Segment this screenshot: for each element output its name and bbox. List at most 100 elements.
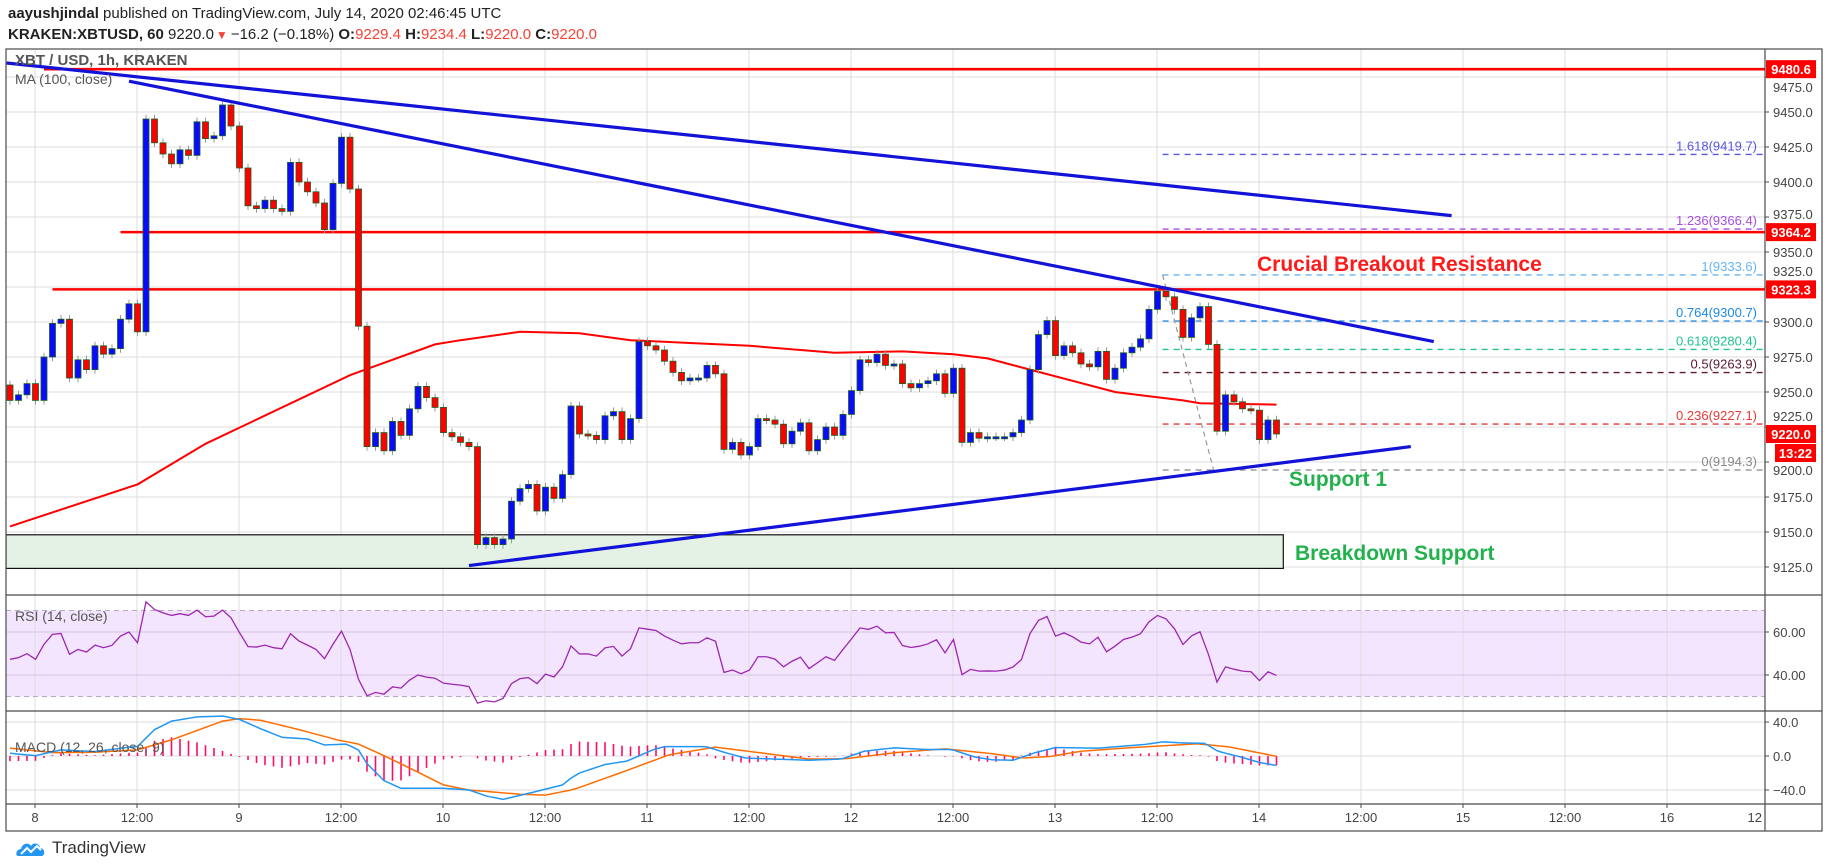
candle-down [1103,350,1110,380]
candle-up [142,118,150,333]
high-value: 9234.4 [420,26,467,43]
price-axis-label: 9450.0 [1773,105,1813,120]
time-axis-label: 12:00 [121,810,154,825]
candle-up [950,367,957,394]
candle-up [1222,394,1229,432]
candle-down [584,433,592,437]
candle-up [57,318,65,324]
candle-up [788,430,796,445]
candle-up [1145,308,1153,340]
macd-legend[interactable]: MACD (12, 26, close, 9) [15,739,164,755]
candle-down [1273,419,1280,435]
candle-up [1137,338,1144,348]
candle-down [1077,352,1085,365]
candle-up [1154,290,1161,310]
upper-trendline[interactable] [6,61,1452,218]
candle-up [261,199,269,209]
candle-up [499,538,507,545]
candle-up [372,432,379,448]
high-label: H: [405,26,421,43]
candle-up [1264,419,1272,441]
candle-up [40,356,48,401]
price-tag [1766,425,1816,443]
chart-frame [5,48,1823,832]
candle-up [1009,432,1017,438]
candle-up [984,436,991,440]
candle-down [355,188,362,327]
candle-down [321,202,328,231]
bearish-trendline[interactable] [128,79,1435,344]
candle-down [32,383,39,401]
candle-down [270,199,277,209]
candle-down [533,483,541,512]
author-name[interactable]: aayushjindal [8,5,99,22]
rsi-axis-label: 40.00 [1773,668,1806,683]
candle-down [1052,320,1059,357]
candle-up [924,380,932,384]
candle-up [1001,436,1008,440]
candle-down [1171,296,1178,310]
candle-down [720,373,728,450]
support1-annotation: Support 1 [1289,468,1387,491]
time-axis-label: 12 [844,810,858,825]
macd-line [9,715,1277,801]
price-axis-label: 9300.0 [1773,315,1813,330]
candle-up [635,341,643,420]
candle-down [83,359,90,370]
price-tag [1766,223,1816,242]
candle-up [839,413,847,436]
candle-down [236,125,243,169]
candle-down [227,104,235,127]
fib-level-label: 0.618(9280.4) [1676,333,1757,348]
candle-down [1247,408,1255,412]
price-axis-label: 9425.0 [1773,140,1813,155]
candle-down [431,397,439,408]
rsi-legend[interactable]: RSI (14, close) [15,608,108,624]
price-axis-label: 9475.0 [1773,80,1813,95]
candle-down [100,345,107,355]
candle-up [508,500,515,540]
candle-up [210,135,218,140]
candle-down [185,149,192,156]
symbol-info: KRAKEN:XBTUSD, 60 9220.0 ▼ −16.2 (−0.18%) … [8,26,597,43]
candle-up [1196,306,1204,319]
fib-level-label: 0.764(9300.7) [1676,305,1757,320]
candle-up [1128,346,1136,354]
time-axis-label: 12:00 [733,810,766,825]
candle-up [933,373,940,382]
tradingview-logo[interactable]: TradingView [16,838,146,858]
publish-text: published on TradingView.com, July 14, 2… [103,5,502,22]
candle-down [168,153,175,165]
candle-up [567,405,575,475]
candle-up [822,426,830,441]
fib-level-label: 1.236(9366.4) [1676,213,1757,228]
candle-down [1086,363,1093,368]
candle-up [542,486,549,512]
candle-up [219,104,226,137]
candle-up [814,439,821,452]
countdown-label: 13:22 [1779,446,1812,461]
candle-up [601,415,609,440]
time-axis-label: 10 [436,810,450,825]
candle-down [295,161,303,183]
price-axis-label: 9400.0 [1773,175,1813,190]
support-trendline[interactable] [468,445,1412,568]
breakdown-support-zone [6,534,1284,569]
price-tag [1766,280,1816,299]
price-axis-label: 9275.0 [1773,350,1813,365]
candle-up [559,474,566,499]
candle-down [363,325,371,448]
candle-up [414,385,422,410]
price-axis-label: 9250.0 [1773,385,1813,400]
candle-down [763,418,770,422]
ma-legend[interactable]: MA (100, close) [15,71,112,87]
candle-down [593,434,600,440]
candle-down [1230,394,1238,403]
rsi-axis-label: 60.00 [1773,625,1806,640]
candle-down [6,384,14,401]
candle-up [686,377,694,382]
macd-axis-label: −40.0 [1773,783,1806,798]
candle-down [899,363,906,385]
candle-down [907,383,915,389]
